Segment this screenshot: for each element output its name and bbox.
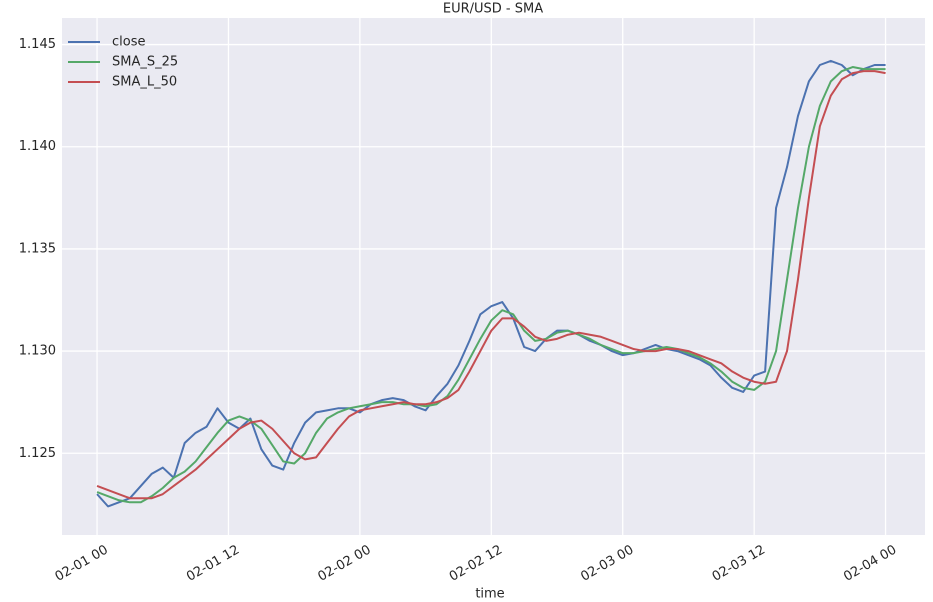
y-tick-label: 1.135 — [19, 241, 56, 256]
x-axis-label: time — [475, 587, 504, 602]
y-tick-label: 1.140 — [19, 139, 56, 154]
plot-area — [62, 18, 925, 535]
x-tick-label: 02-01 12 — [184, 543, 242, 585]
y-tick-label: 1.125 — [19, 446, 56, 461]
series-line — [96, 66, 886, 504]
legend-label: close — [112, 35, 145, 50]
x-tick-label: 02-03 12 — [710, 543, 768, 585]
x-tick-label: 02-04 00 — [841, 543, 899, 585]
x-tick-label: 02-01 00 — [53, 543, 111, 585]
legend-label: SMA_L_50 — [112, 75, 177, 90]
x-tick-label: 02-02 12 — [447, 543, 505, 585]
x-tick-label: 02-02 00 — [316, 543, 374, 585]
x-tick-label: 02-03 00 — [578, 543, 636, 585]
y-tick-label: 1.145 — [19, 37, 56, 52]
y-tick-label: 1.130 — [19, 344, 56, 359]
legend-label: SMA_S_25 — [112, 55, 178, 70]
chart-title: EUR/USD - SMA — [443, 2, 543, 17]
series-line — [96, 59, 886, 508]
series-line — [96, 70, 886, 500]
